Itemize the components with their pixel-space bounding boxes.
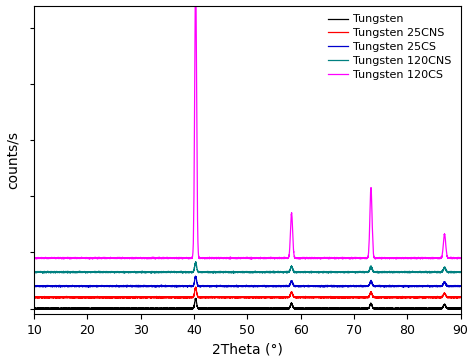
Tungsten 120CS [240,256,246,260]
Legend: Tungsten, Tungsten 25CNS, Tungsten 25CS, Tungsten 120CNS, Tungsten 120CS: Tungsten, Tungsten 25CNS, Tungsten 25CS,… [324,11,455,83]
Tungsten [458,306,464,310]
Tungsten [49,306,55,310]
Tungsten 120CS [57,256,63,260]
Tungsten [188,307,194,312]
Tungsten 120CS [31,256,37,261]
Tungsten 25CS [57,284,63,288]
Tungsten 25CS [115,284,120,289]
Tungsten 25CS [33,284,39,288]
Tungsten 120CNS [458,270,464,275]
Line: Tungsten 120CNS: Tungsten 120CNS [34,262,461,273]
Line: Tungsten: Tungsten [34,298,461,310]
Tungsten 25CS [49,285,55,289]
Tungsten 120CNS [31,270,37,274]
Tungsten 25CNS [435,295,441,300]
Tungsten 25CNS [33,295,39,299]
Tungsten 120CS [86,257,92,261]
Tungsten 25CS [401,285,406,290]
Tungsten 120CNS [148,271,154,275]
Tungsten 120CNS [240,270,246,274]
Tungsten 25CS [193,274,199,278]
Tungsten 120CNS [57,270,63,275]
Tungsten 25CNS [419,296,425,301]
Tungsten 25CNS [240,295,246,299]
Tungsten 120CNS [435,270,441,274]
Tungsten 25CS [435,284,441,288]
Tungsten 25CNS [193,285,199,289]
Tungsten 25CNS [458,295,464,300]
Tungsten [115,307,120,311]
Tungsten 120CS [435,256,441,260]
Tungsten 120CS [458,256,464,261]
Line: Tungsten 25CNS: Tungsten 25CNS [34,287,461,299]
Tungsten [435,307,441,311]
Tungsten 120CNS [49,270,55,274]
Tungsten 25CNS [31,295,37,300]
Tungsten 120CS [33,256,39,260]
Tungsten 120CS [49,256,55,260]
Tungsten 25CS [240,284,246,289]
Tungsten 120CNS [193,260,199,264]
Y-axis label: counts/s: counts/s [6,131,19,189]
Line: Tungsten 120CS: Tungsten 120CS [34,0,461,259]
Tungsten 25CNS [57,295,63,299]
Tungsten [31,306,37,310]
Tungsten 120CS [115,256,120,260]
Tungsten 25CS [31,284,37,288]
Line: Tungsten 25CS: Tungsten 25CS [34,276,461,287]
Tungsten 120CNS [33,270,39,274]
Tungsten 25CS [458,283,464,288]
Tungsten [33,307,39,311]
X-axis label: 2Theta (°): 2Theta (°) [212,342,283,357]
Tungsten [193,296,199,300]
Tungsten 120CNS [115,270,120,274]
Tungsten 25CNS [115,295,120,300]
Tungsten [240,306,246,311]
Tungsten 25CNS [49,295,55,300]
Tungsten [57,307,63,311]
